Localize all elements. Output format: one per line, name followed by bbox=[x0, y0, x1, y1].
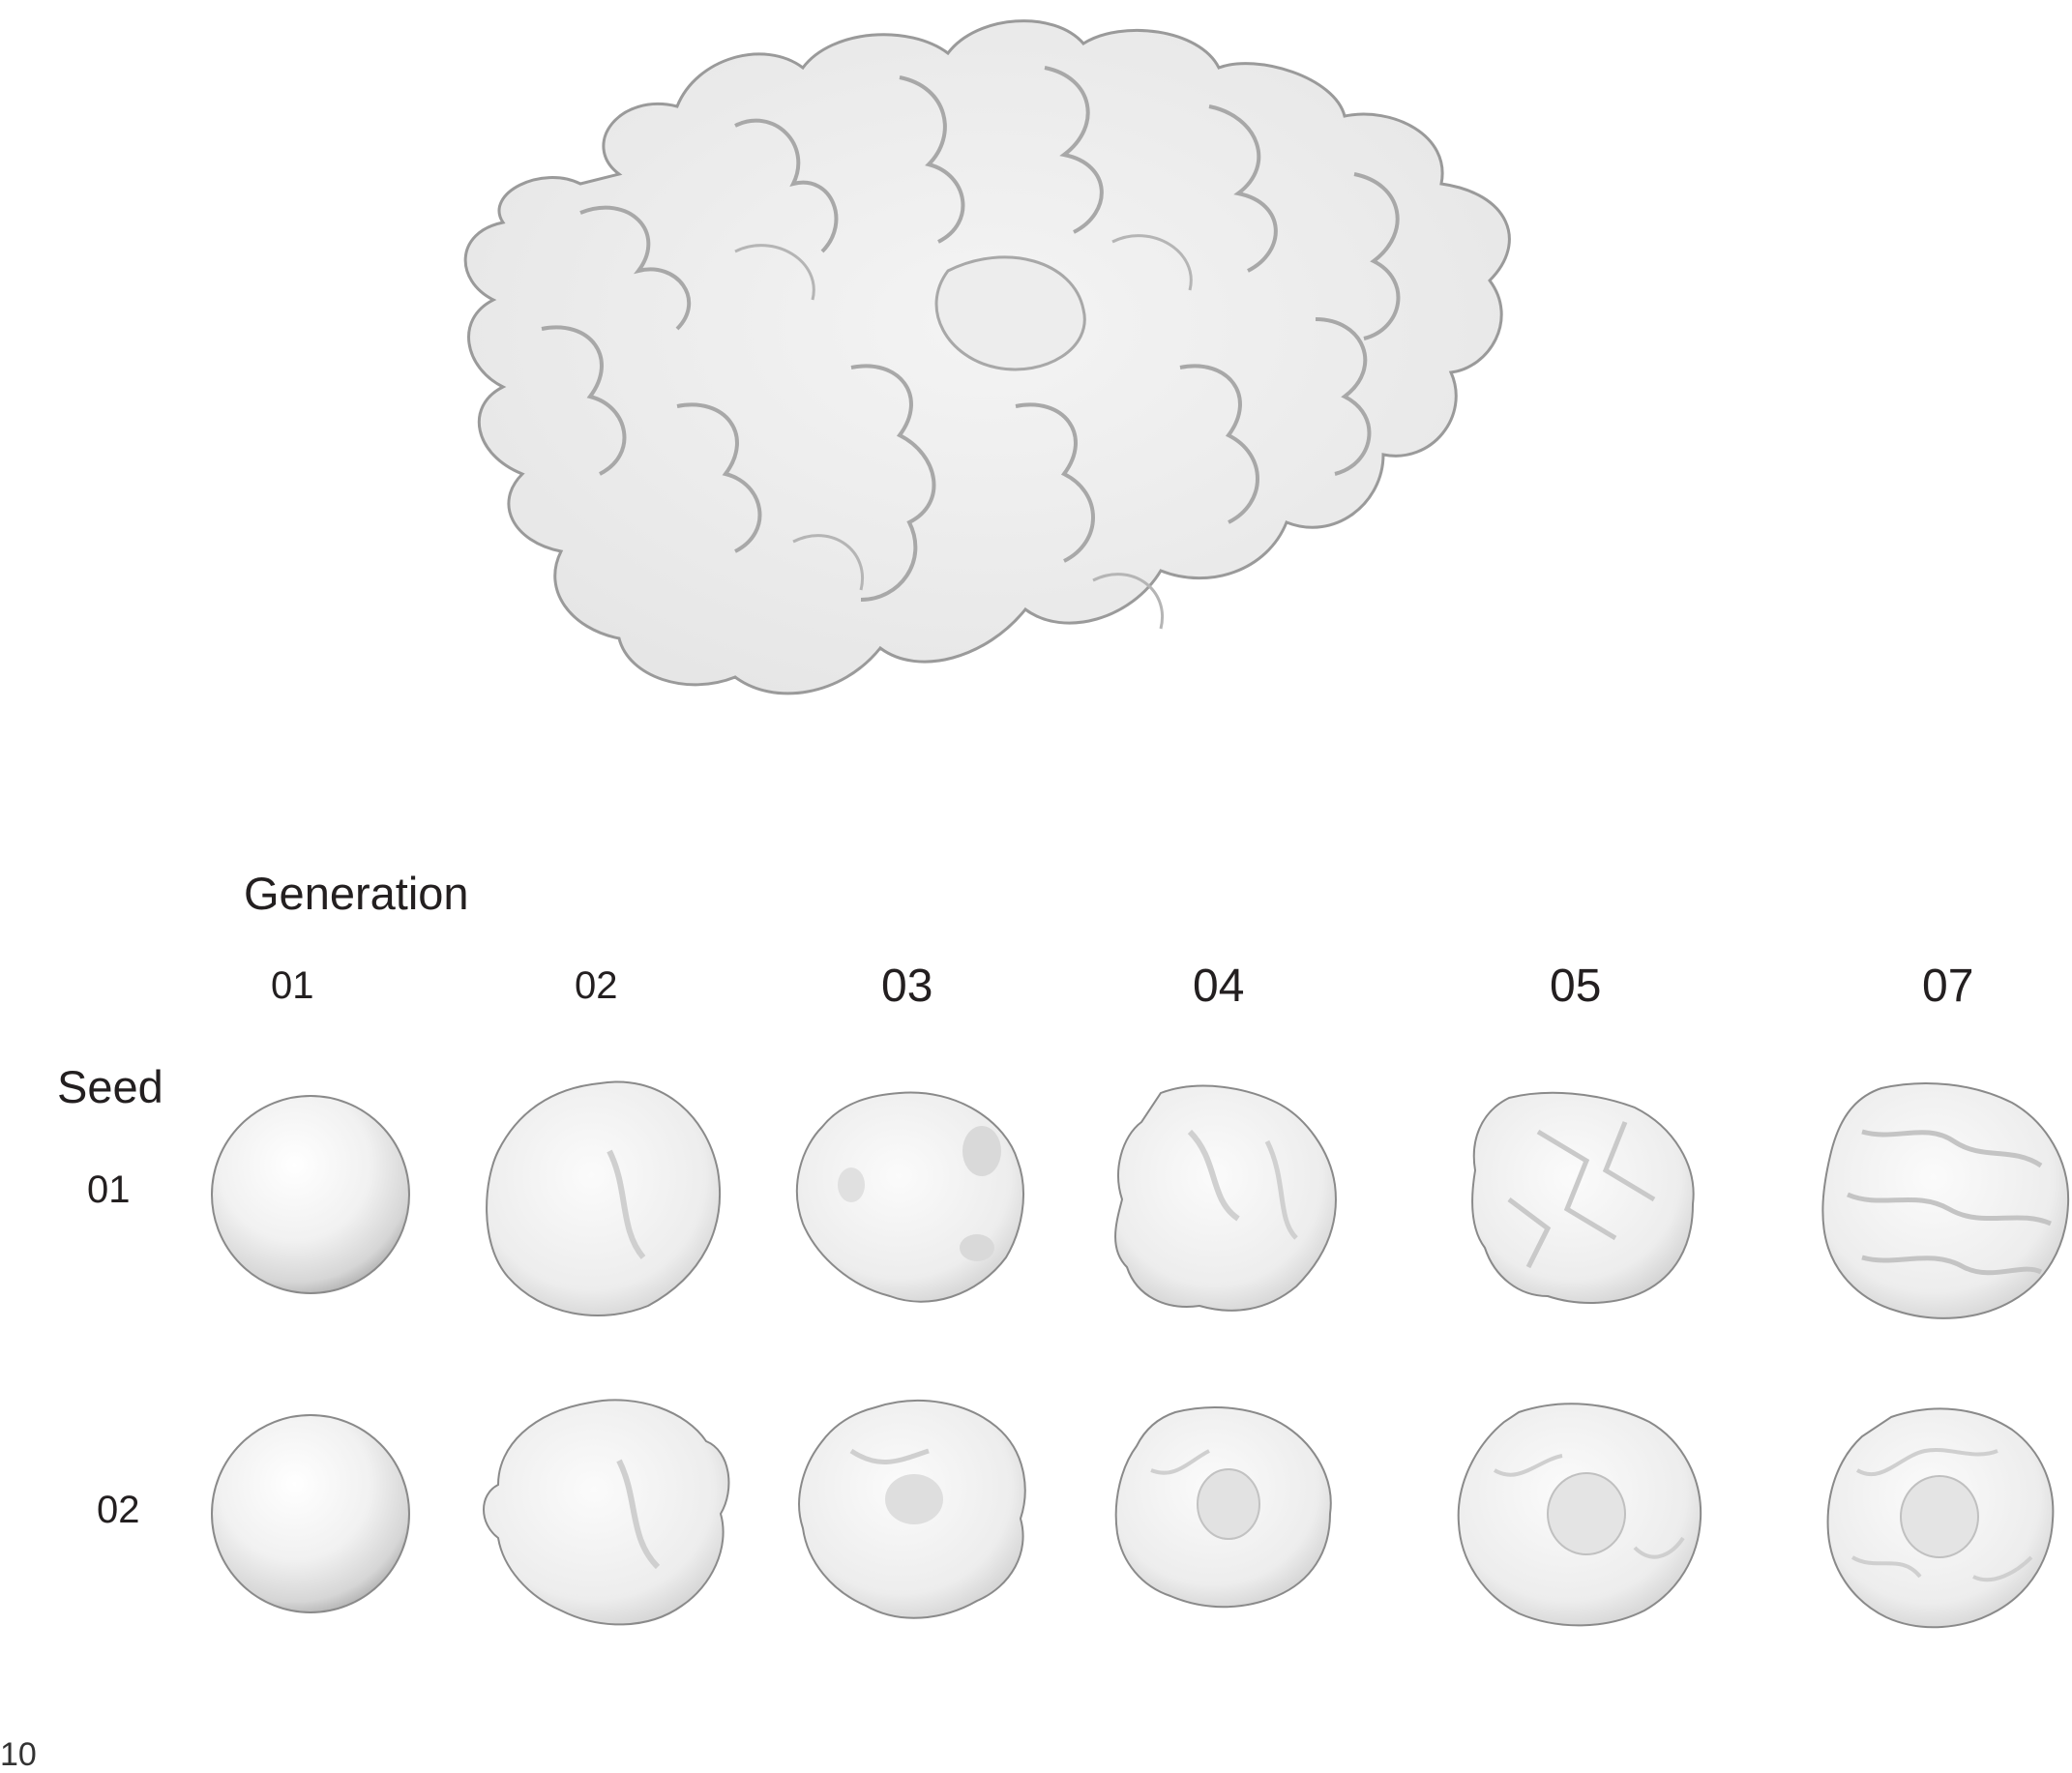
generation-label-07: 07 bbox=[1922, 960, 1974, 1012]
seed-label-01: 01 bbox=[87, 1168, 131, 1211]
form-seed01-gen04 bbox=[1114, 1084, 1337, 1312]
seed-heading: Seed bbox=[57, 1061, 163, 1112]
generation-label-03: 03 bbox=[881, 960, 933, 1012]
page-number: 10 bbox=[0, 1736, 37, 1773]
form-seed02-gen01 bbox=[211, 1414, 410, 1613]
coral-form-rendering bbox=[463, 19, 1511, 695]
generation-label-02: 02 bbox=[575, 964, 618, 1007]
generation-heading: Generation bbox=[244, 868, 469, 919]
seed-01-row-forms bbox=[211, 1080, 2070, 1319]
form-seed01-gen03 bbox=[795, 1091, 1024, 1303]
generation-label-01: 01 bbox=[271, 964, 314, 1007]
seed-label-02: 02 bbox=[97, 1489, 140, 1531]
form-seed01-gen01 bbox=[211, 1095, 410, 1294]
seed-02-row-forms bbox=[211, 1399, 2055, 1629]
form-seed01-gen05 bbox=[1471, 1091, 1695, 1304]
form-seed02-gen02 bbox=[483, 1399, 730, 1626]
generation-label-05: 05 bbox=[1550, 960, 1602, 1012]
generation-label-04: 04 bbox=[1193, 960, 1245, 1012]
form-seed01-gen02 bbox=[486, 1080, 722, 1316]
